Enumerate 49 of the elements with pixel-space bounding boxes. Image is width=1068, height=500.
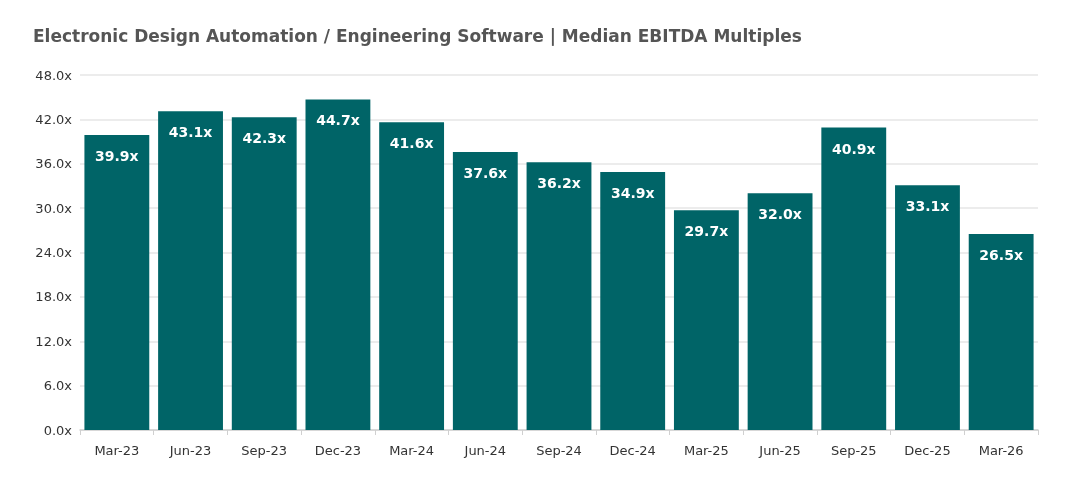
data-label: 43.1x xyxy=(168,124,213,141)
x-tick-label: Sep-24 xyxy=(536,443,582,458)
y-tick-label: 12.0x xyxy=(35,333,73,349)
x-tick-label: Dec-25 xyxy=(904,443,951,458)
x-tick-label: Sep-23 xyxy=(241,443,288,458)
y-tick-label: 30.0x xyxy=(35,200,73,216)
x-tick-label: Dec-24 xyxy=(609,443,656,458)
x-tick-label: Jun-23 xyxy=(168,443,212,458)
data-label: 32.0x xyxy=(758,206,802,223)
data-label: 44.7x xyxy=(316,112,360,129)
bar xyxy=(895,185,960,430)
data-label: 40.9x xyxy=(831,140,876,157)
y-tick-label: 6.0x xyxy=(43,378,73,394)
bar xyxy=(600,171,666,430)
bar xyxy=(747,193,813,430)
chart-title: Electronic Design Automation / Engineering Software | Median EBITDA Multiples xyxy=(33,25,802,46)
x-tick-label: Sep-25 xyxy=(830,443,877,458)
y-tick-label: 36.0x xyxy=(35,156,73,172)
bar xyxy=(84,134,150,430)
x-tick-label: Jun-25 xyxy=(758,443,801,458)
x-tick-label: Mar-24 xyxy=(389,443,435,458)
y-tick-label: 42.0x xyxy=(35,111,73,127)
data-label: 26.5x xyxy=(979,247,1023,264)
data-label: 36.2x xyxy=(537,175,581,192)
x-tick-label: Dec-23 xyxy=(314,443,362,458)
bar xyxy=(452,151,518,430)
bar xyxy=(673,210,739,430)
y-tick-label: 48.0x xyxy=(35,67,73,83)
bar xyxy=(158,111,223,430)
y-tick-label: 0.0x xyxy=(43,422,73,438)
x-tick-label: Mar-23 xyxy=(94,443,140,458)
data-label: 37.6x xyxy=(463,164,508,181)
x-tick-label: Mar-25 xyxy=(683,443,729,458)
data-label: 29.7x xyxy=(684,223,729,240)
bar xyxy=(968,234,1034,430)
x-tick-label: Jun-24 xyxy=(463,443,507,458)
x-tick-label: Mar-26 xyxy=(978,443,1024,458)
y-tick-label: 18.0x xyxy=(35,289,73,305)
data-label: 33.1x xyxy=(905,198,950,215)
data-label: 42.3x xyxy=(242,130,287,147)
bar xyxy=(379,122,445,430)
bar xyxy=(305,99,371,430)
data-label: 41.6x xyxy=(389,135,434,152)
data-label: 34.9x xyxy=(610,184,655,201)
bar xyxy=(821,127,887,430)
data-label: 39.9x xyxy=(95,147,139,164)
y-tick-label: 24.0x xyxy=(35,245,73,260)
bar xyxy=(526,162,592,430)
bar xyxy=(231,117,297,430)
